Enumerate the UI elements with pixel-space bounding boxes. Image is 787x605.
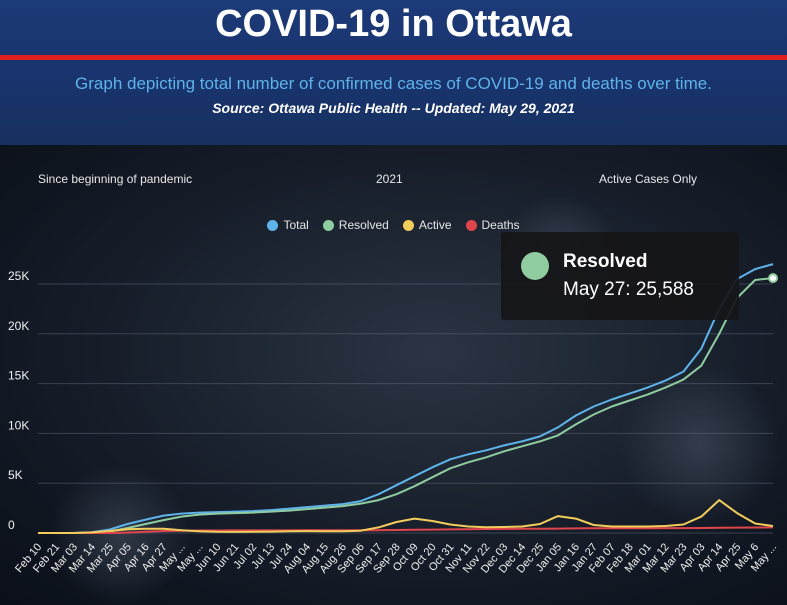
legend-dot-active (402, 219, 414, 231)
y-tick-label: 15K (8, 369, 29, 383)
y-tick-label: 20K (8, 319, 29, 333)
y-tick-label: 5K (8, 468, 23, 482)
page-subtitle: Graph depicting total number of confirme… (75, 74, 712, 93)
legend-dot-deaths (465, 219, 477, 231)
series-lines (38, 263, 774, 534)
legend-label-resolved: Resolved (338, 218, 389, 232)
chart-legend: Total Resolved Active Deaths (0, 218, 787, 232)
y-axis-ticks: 0 5K 10K 15K 20K 25K (8, 269, 29, 532)
legend-label-total: Total (283, 218, 309, 232)
legend-item-deaths[interactable]: Deaths (465, 218, 520, 232)
legend-item-resolved[interactable]: Resolved (322, 218, 389, 232)
hover-point-marker[interactable] (768, 273, 778, 284)
series-line-deaths[interactable] (38, 526, 774, 534)
year-2021-button[interactable]: 2021 (376, 172, 403, 186)
y-tick-label: 10K (8, 418, 29, 432)
active-cases-only-button[interactable]: Active Cases Only (599, 172, 698, 186)
tooltip-series-dot (521, 252, 549, 280)
title-divider (0, 55, 787, 60)
since-beginning-button[interactable]: Since beginning of pandemic (38, 172, 193, 186)
legend-dot-resolved (322, 219, 334, 231)
legend-label-deaths: Deaths (481, 218, 520, 232)
header-banner: COVID-19 in Ottawa Graph depicting total… (0, 0, 787, 145)
series-line-active[interactable] (38, 499, 774, 534)
legend-label-active: Active (418, 218, 452, 232)
page-title: COVID-19 in Ottawa (215, 3, 572, 45)
legend-item-active[interactable]: Active (402, 218, 452, 232)
gridlines (38, 283, 773, 534)
legend-item-total[interactable]: Total (267, 218, 309, 232)
chart-area: 0 5K 10K 15K 20K 25K Feb 10 Feb 21 Mar 03 Mar 14… (0, 145, 787, 605)
source-line: Source: Ottawa Public Health -- Updated:… (212, 100, 575, 116)
chart-tooltip: Resolved May 27: 25,588 (501, 232, 739, 320)
tooltip-value: May 27: 25,588 (563, 279, 694, 300)
series-line-resolved[interactable] (38, 277, 774, 534)
y-tick-label: 25K (8, 269, 29, 283)
y-tick-label: 0 (8, 518, 15, 532)
series-line-total[interactable] (38, 263, 774, 534)
tooltip-series-name: Resolved (563, 251, 648, 272)
legend-dot-total (267, 219, 279, 231)
